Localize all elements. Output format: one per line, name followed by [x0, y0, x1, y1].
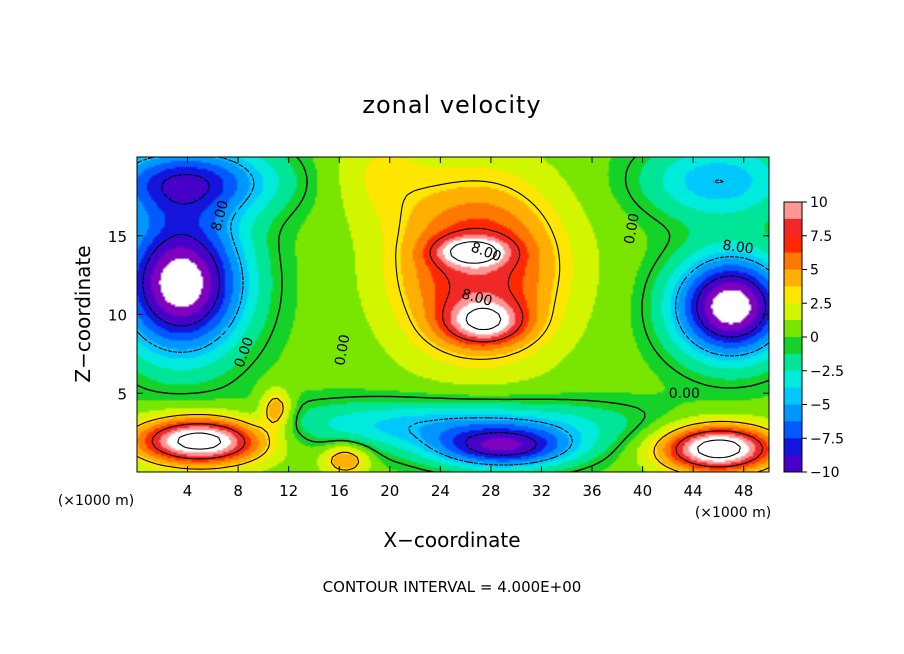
contour-line	[177, 241, 741, 459]
colorbar: 10 7.5 5 2.5 0 −2.5 −5 −7.5 −10	[783, 195, 844, 481]
x-tick-label: 8	[233, 482, 243, 500]
contour-interval-note: CONTOUR INTERVAL = 4.000E+00	[323, 578, 582, 596]
contour-line	[137, 180, 769, 472]
x-tick-label: 44	[684, 482, 703, 500]
y-tick-label: 10	[108, 307, 127, 325]
heatmap-layer	[137, 157, 769, 472]
contour-label: 0.00	[669, 386, 700, 402]
x-axis-label: X−coordinate	[383, 528, 520, 552]
x-axis-ticks: 4 8 12 16 20 24 28 32 36 40 44 48	[183, 157, 753, 500]
x-tick-label: 12	[279, 482, 298, 500]
contour-label: 8.00	[721, 237, 754, 257]
colorbar-swatch	[784, 404, 802, 422]
colorbar-tick-label: 2.5	[810, 296, 832, 312]
colorbar-swatch	[784, 269, 802, 287]
x-tick-label: 36	[582, 482, 601, 500]
contour-label: 0.00	[332, 333, 353, 366]
colorbar-swatch	[784, 421, 802, 439]
y-axis-label: Z−coordinate	[71, 245, 95, 382]
contour-line	[137, 157, 769, 466]
colorbar-swatch	[784, 455, 802, 473]
y-tick-label: 5	[117, 385, 127, 403]
colorbar-swatch	[784, 337, 802, 355]
y-tick-label: 15	[108, 228, 127, 246]
contour-line	[142, 174, 767, 456]
colorbar-swatch	[784, 370, 802, 389]
colorbar-tick-label: 7.5	[810, 229, 832, 245]
x-tick-label: 40	[633, 482, 652, 500]
colorbar-swatch	[784, 320, 802, 338]
y-axis-ticks: 5 10 15	[108, 228, 769, 403]
x-tick-label: 28	[481, 482, 500, 500]
contour-line	[137, 157, 769, 472]
colorbar-tick-label: −10	[810, 465, 840, 481]
colorbar-tick-label: 5	[810, 263, 819, 279]
colorbar-swatch	[784, 438, 802, 456]
colorbar-swatch	[784, 252, 802, 270]
colorbar-swatch	[784, 218, 802, 237]
colorbar-tick-label: 10	[810, 195, 828, 211]
heatmap-image	[137, 157, 769, 472]
contour-label: 0.00	[622, 212, 643, 245]
colorbar-swatch	[784, 235, 802, 254]
x-tick-label: 24	[431, 482, 450, 500]
contour-lines	[137, 157, 769, 472]
colorbar-swatch	[784, 387, 802, 405]
contour-label: 8.00	[209, 199, 233, 233]
contour-label: 8.00	[460, 286, 494, 310]
colorbar-swatch	[784, 353, 802, 372]
x-tick-label: 32	[532, 482, 551, 500]
colorbar-tick-label: −5	[810, 398, 831, 414]
colorbar-tick-label: −7.5	[810, 431, 844, 447]
colorbar-swatch	[784, 303, 802, 321]
colorbar-tick-label: 0	[810, 330, 819, 346]
x-tick-label: 20	[380, 482, 399, 500]
chart-title: zonal velocity	[362, 91, 541, 119]
x-right-unit-label: (×1000 m)	[695, 505, 771, 521]
x-tick-label: 16	[330, 482, 349, 500]
colorbar-tick-label: −2.5	[810, 364, 844, 380]
contour-line	[151, 227, 764, 468]
x-tick-label: 48	[734, 482, 753, 500]
colorbar-swatch	[784, 286, 802, 304]
x-left-unit-label: (×1000 m)	[58, 493, 134, 509]
x-tick-label: 4	[183, 482, 193, 500]
colorbar-swatch	[784, 202, 802, 220]
